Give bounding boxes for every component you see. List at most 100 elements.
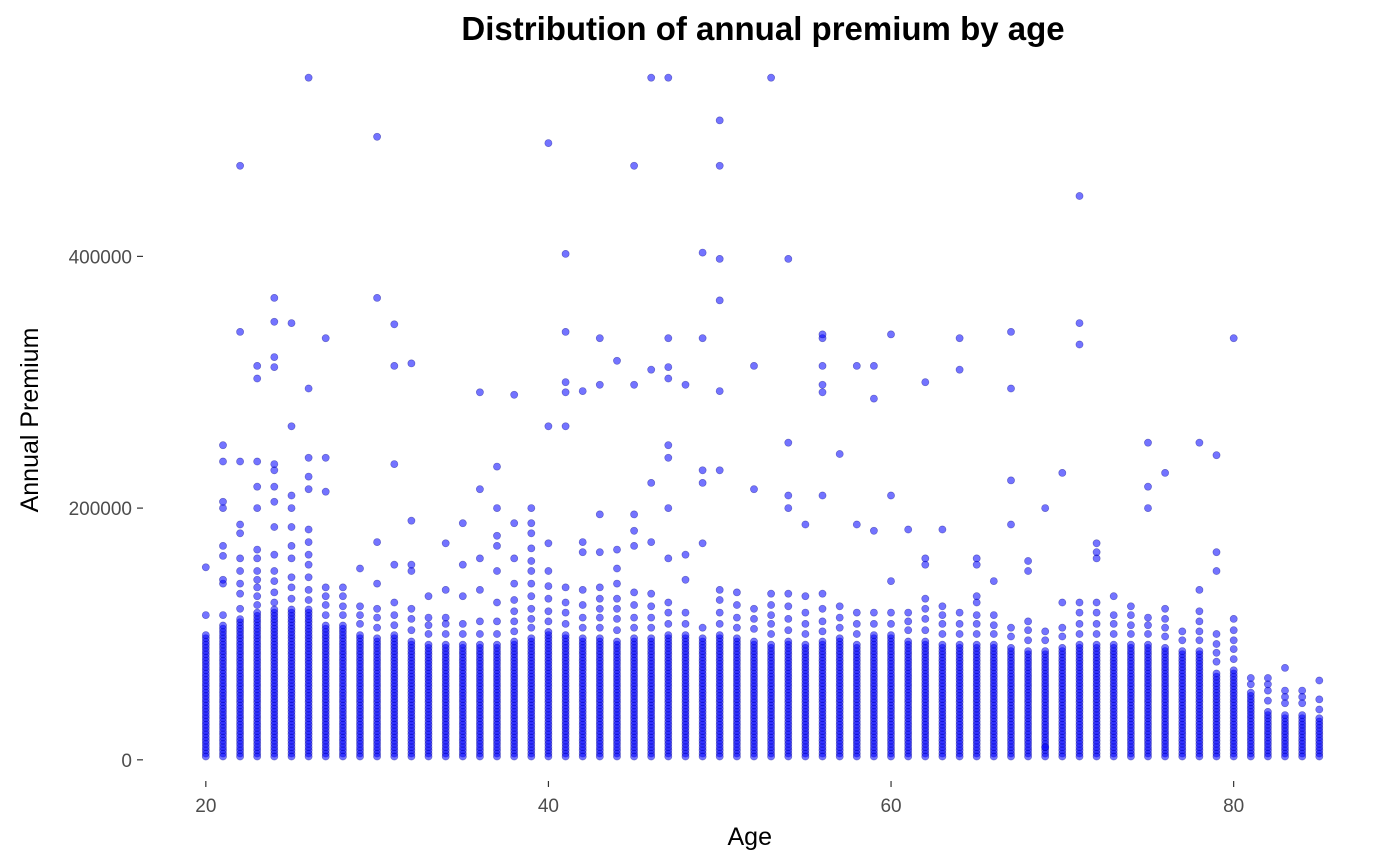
data-point [1144,613,1152,622]
data-point [972,640,981,649]
y-tick-label: 0 [121,751,132,772]
data-point [561,752,570,761]
data-point [852,520,861,529]
data-point [1127,752,1135,761]
data-point [527,752,536,761]
data-point [1007,644,1015,652]
data-point [253,567,262,575]
data-point [407,560,416,569]
data-point [784,602,793,611]
x-tick-label: 20 [195,796,216,817]
data-point [1007,327,1015,336]
data-point [1007,520,1015,529]
data-point [972,620,981,628]
data-point [304,586,313,594]
data-point [236,161,244,170]
data-point [1229,752,1238,761]
data-point [595,604,604,613]
data-point [390,560,399,569]
data-point [1041,647,1050,655]
data-point [715,586,724,594]
data-point [458,640,467,649]
data-point [407,752,416,761]
data-point [972,592,981,601]
x-tick-label: 40 [538,796,559,817]
data-point [647,623,656,632]
data-point [1041,636,1050,645]
data-point [1246,674,1255,682]
data-point [595,752,604,761]
data-point [1127,602,1135,611]
data-point [1178,752,1187,761]
data-point [219,621,227,630]
data-point [493,630,501,638]
data-point [1195,627,1204,636]
data-point [578,538,587,546]
data-point [887,608,895,617]
data-point [544,567,553,575]
data-point [595,380,604,389]
data-point [904,637,913,646]
data-point [253,601,262,609]
data-point [818,491,827,500]
data-point [356,631,364,639]
data-point [1024,647,1032,655]
data-point [1195,617,1204,626]
data-point [527,634,536,643]
data-point [1007,623,1015,632]
data-point [595,510,604,519]
data-point [767,620,775,628]
data-point [441,630,450,638]
data-point [338,621,347,630]
data-point [493,504,501,512]
data-point [493,542,501,550]
data-point [818,604,827,613]
data-point [1109,640,1118,649]
data-point [1024,752,1032,761]
data-point [475,617,484,626]
data-point [527,557,536,565]
data-point [424,640,433,649]
data-point [904,608,913,617]
data-point [784,637,793,646]
data-point [493,598,501,607]
data-point [527,504,536,512]
data-point [373,604,381,613]
data-point [784,752,793,761]
data-point [1024,617,1032,626]
data-point [938,752,947,761]
data-point [647,73,656,82]
data-point [955,334,964,343]
data-point [390,752,399,761]
data-point [510,637,519,646]
data-point [989,630,998,638]
data-point [972,752,981,761]
data-point [681,380,690,389]
data-point [647,613,656,622]
data-point [1315,752,1324,761]
data-point [1161,632,1169,641]
data-point [561,620,570,628]
data-point [424,630,433,638]
data-point [219,542,227,550]
data-point [698,634,707,643]
data-point [733,613,741,622]
data-point [664,554,673,563]
data-point [1075,192,1084,200]
data-point [801,520,810,529]
data-point [852,361,861,370]
data-point [887,620,895,628]
data-point [955,752,964,761]
data-point [835,623,844,632]
data-point [664,752,673,761]
data-point [270,598,279,607]
data-point [338,602,347,611]
data-point [236,457,244,466]
data-point [1007,476,1015,485]
data-point [373,293,381,302]
data-point [1058,623,1067,632]
data-point [715,752,724,761]
data-point [1092,608,1101,617]
data-point [784,626,793,635]
data-point [1315,714,1324,723]
